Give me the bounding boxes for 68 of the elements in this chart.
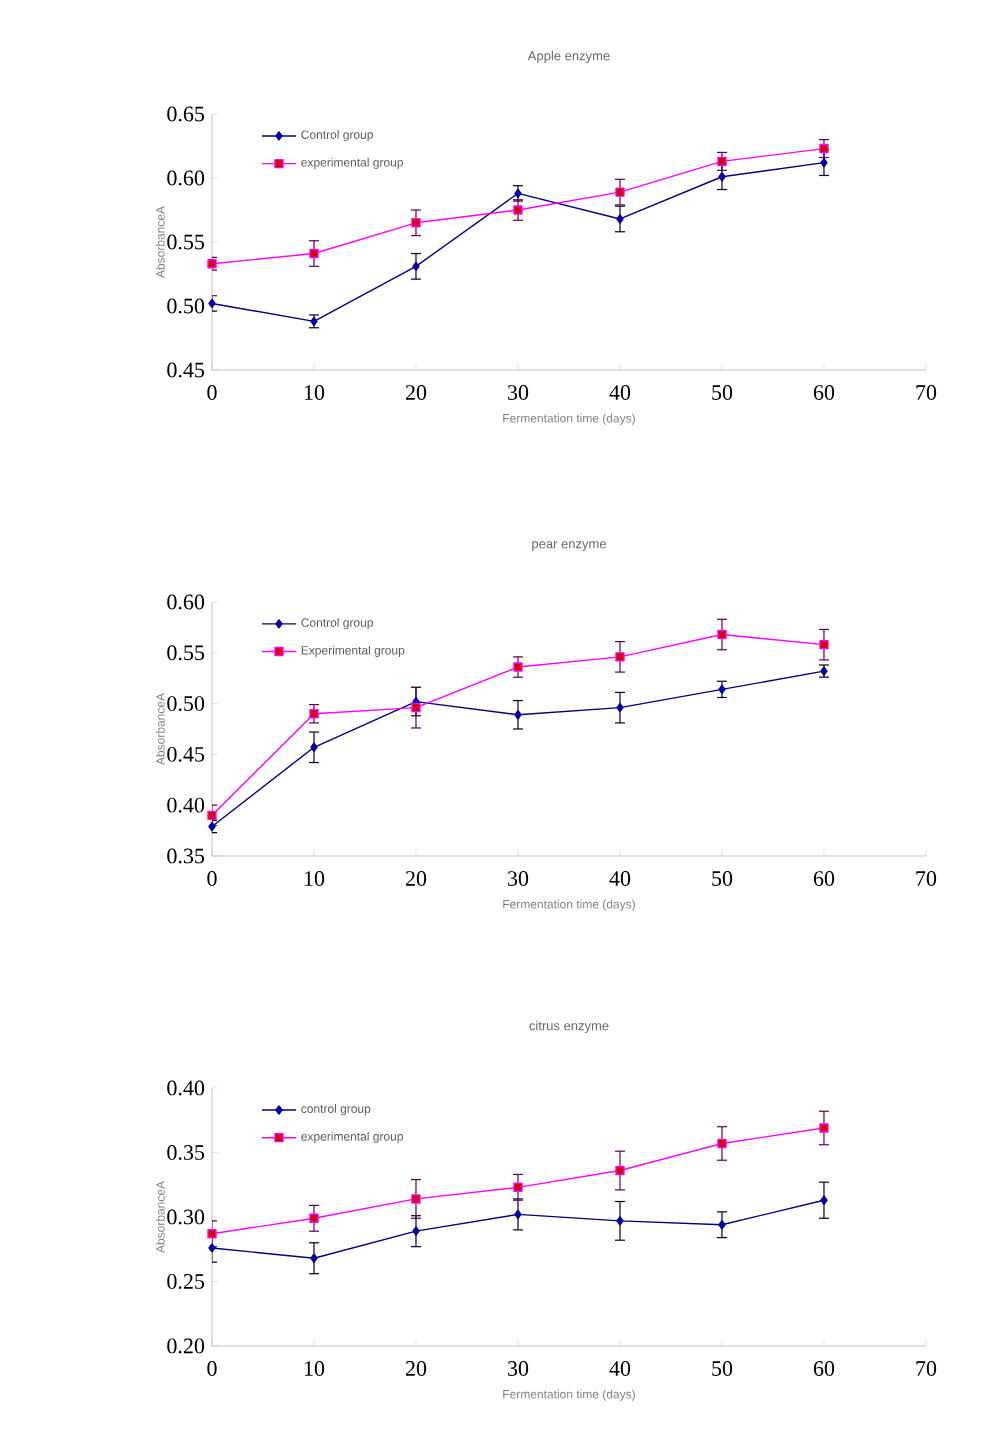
y-tick-label: 0.65 bbox=[167, 106, 205, 122]
point bbox=[616, 214, 624, 224]
point bbox=[717, 629, 727, 640]
point bbox=[615, 652, 625, 662]
point bbox=[309, 709, 319, 719]
point bbox=[309, 1213, 319, 1223]
x-tick-label: 40 bbox=[609, 871, 631, 886]
point bbox=[514, 710, 522, 720]
x-tick-label: 70 bbox=[916, 871, 937, 886]
x-tick-label: 70 bbox=[916, 1361, 937, 1376]
point bbox=[616, 702, 624, 713]
point bbox=[819, 639, 829, 650]
y-tick-label: 0.25 bbox=[167, 1274, 205, 1289]
x-tick-label: 20 bbox=[405, 871, 427, 886]
x-tick-label: 0 bbox=[207, 1361, 217, 1376]
x-tick-label: 30 bbox=[508, 871, 529, 886]
x-tick-label: 20 bbox=[405, 1361, 427, 1376]
x-tick-label: 60 bbox=[813, 1361, 835, 1376]
x-tick-label: 10 bbox=[304, 871, 325, 886]
point bbox=[718, 1220, 726, 1230]
point bbox=[615, 1165, 625, 1176]
y-tick-label: 0.60 bbox=[167, 170, 205, 186]
point bbox=[310, 1253, 318, 1263]
x-tick-label: 10 bbox=[304, 1361, 325, 1376]
x-tick-label: 70 bbox=[916, 385, 937, 400]
point bbox=[411, 218, 421, 228]
x-tick-label: 40 bbox=[609, 1361, 631, 1376]
point bbox=[820, 1195, 828, 1205]
x-tick-label: 50 bbox=[712, 1361, 733, 1376]
x-tick-label: 40 bbox=[609, 385, 631, 400]
y-tick-label: 0.50 bbox=[167, 696, 205, 712]
y-tick-label: 0.30 bbox=[167, 1209, 205, 1225]
x-tick-label: 20 bbox=[405, 385, 427, 400]
y-tick-label: 0.35 bbox=[167, 1145, 205, 1160]
point bbox=[513, 205, 523, 215]
point bbox=[207, 810, 217, 821]
y-tick-label: 0.20 bbox=[167, 1338, 205, 1354]
y-tick-label: 0.40 bbox=[167, 797, 205, 813]
x-tick-label: 50 bbox=[712, 871, 733, 886]
x-tick-label: 30 bbox=[508, 385, 529, 400]
point bbox=[412, 1226, 420, 1236]
x-tick-label: 0 bbox=[207, 385, 217, 400]
y-tick-label: 0.50 bbox=[167, 298, 205, 314]
x-tick-label: 60 bbox=[813, 385, 835, 400]
y-tick-label: 0.60 bbox=[167, 594, 205, 610]
x-tick-label: 30 bbox=[508, 1361, 529, 1376]
y-tick-label: 0.55 bbox=[167, 645, 205, 661]
y-tick-label: 0.45 bbox=[167, 746, 205, 762]
point bbox=[513, 662, 523, 672]
point bbox=[310, 742, 318, 752]
y-tick-label: 0.35 bbox=[167, 848, 205, 864]
point bbox=[819, 1123, 829, 1133]
point bbox=[616, 1216, 624, 1226]
y-tick-label: 0.40 bbox=[167, 1080, 205, 1096]
y-tick-label: 0.55 bbox=[167, 234, 205, 250]
point bbox=[615, 187, 625, 197]
point bbox=[514, 1209, 522, 1220]
x-tick-label: 0 bbox=[207, 871, 217, 886]
x-tick-label: 60 bbox=[813, 871, 835, 886]
y-tick-label: 0.45 bbox=[167, 362, 205, 378]
x-tick-label: 10 bbox=[304, 385, 325, 400]
point bbox=[717, 1138, 727, 1149]
point bbox=[411, 1194, 421, 1204]
point bbox=[412, 261, 420, 272]
x-tick-label: 50 bbox=[712, 385, 733, 400]
point bbox=[207, 259, 217, 269]
point bbox=[513, 1182, 523, 1193]
point bbox=[309, 248, 319, 259]
